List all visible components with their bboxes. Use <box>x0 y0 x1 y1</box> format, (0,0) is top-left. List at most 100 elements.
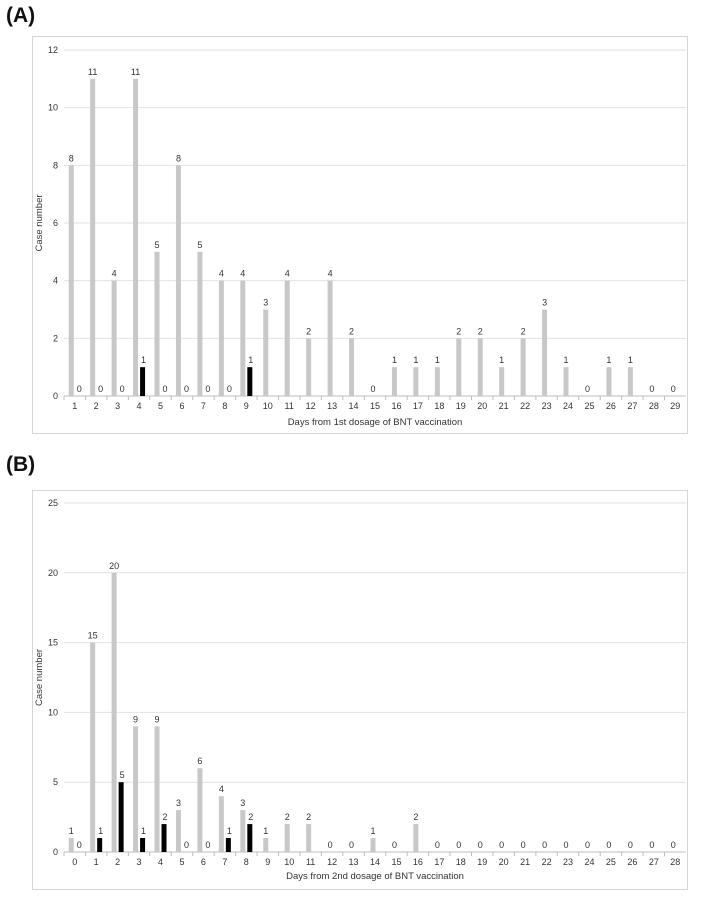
x-tick-label: 13 <box>327 401 337 411</box>
data-label-grey: 1 <box>606 355 611 365</box>
bar-grey <box>68 165 74 396</box>
x-tick-label: 1 <box>72 401 77 411</box>
bar-grey <box>434 367 440 396</box>
data-label-black: 0 <box>120 384 125 394</box>
data-label-grey: 1 <box>392 355 397 365</box>
bar-grey <box>606 367 612 396</box>
x-tick-label: 28 <box>649 401 659 411</box>
x-tick-label: 8 <box>222 401 227 411</box>
x-tick-label: 20 <box>477 401 487 411</box>
y-tick-label: 10 <box>48 103 58 113</box>
panel-b-chart <box>32 490 688 890</box>
data-label-grey: 5 <box>155 240 160 250</box>
data-label-grey: 1 <box>413 355 418 365</box>
bar-grey <box>306 338 312 396</box>
x-tick-label: 2 <box>94 401 99 411</box>
data-label-grey: 2 <box>306 326 311 336</box>
data-label-grey: 4 <box>219 269 224 279</box>
x-tick-label: 3 <box>115 401 120 411</box>
y-tick-label: 2 <box>53 333 58 343</box>
bar-grey <box>90 78 96 396</box>
bar-grey <box>197 251 203 396</box>
x-tick-label: 14 <box>349 401 359 411</box>
x-tick-label: 12 <box>306 401 316 411</box>
data-label-grey: 8 <box>69 153 74 163</box>
data-label-grey: 4 <box>112 269 117 279</box>
data-label-grey: 2 <box>456 326 461 336</box>
bar-grey <box>627 367 633 396</box>
data-label-grey: 5 <box>197 240 202 250</box>
data-label-black: 0 <box>98 384 103 394</box>
y-tick-label: 0 <box>53 391 58 401</box>
x-tick-label: 17 <box>413 401 423 411</box>
data-label-black: 0 <box>77 384 82 394</box>
data-label-black: 0 <box>163 384 168 394</box>
x-tick-label: 6 <box>179 401 184 411</box>
x-tick-label: 15 <box>370 401 380 411</box>
y-tick-label: 4 <box>53 276 58 286</box>
data-label-grey: 11 <box>131 67 140 77</box>
x-tick-label: 27 <box>627 401 637 411</box>
data-label-grey: 4 <box>328 269 333 279</box>
data-label-black: 1 <box>248 355 253 365</box>
bar-grey <box>154 251 160 396</box>
bar-grey <box>218 280 224 396</box>
data-label-grey: 2 <box>521 326 526 336</box>
x-tick-label: 23 <box>542 401 552 411</box>
data-label-grey: 1 <box>628 355 633 365</box>
data-label-grey: 0 <box>370 384 375 394</box>
data-label-grey: 0 <box>671 384 676 394</box>
bar-grey <box>240 280 246 396</box>
data-label-black: 1 <box>141 355 146 365</box>
bar-black <box>247 367 253 396</box>
bar-grey <box>133 78 139 396</box>
x-tick-label: 26 <box>606 401 616 411</box>
bar-grey <box>520 338 526 396</box>
x-tick-label: 9 <box>244 401 249 411</box>
data-label-black: 0 <box>184 384 189 394</box>
x-axis-title: Days from 1st dosage of BNT vaccination <box>288 417 463 428</box>
data-label-grey: 11 <box>88 67 97 77</box>
bar-grey <box>477 338 483 396</box>
panel-a-label: (A) <box>6 4 36 27</box>
x-tick-label: 21 <box>499 401 509 411</box>
data-label-grey: 1 <box>499 355 504 365</box>
data-label-black: 0 <box>227 384 232 394</box>
x-tick-label: 7 <box>201 401 206 411</box>
x-tick-label: 4 <box>137 401 142 411</box>
bar-grey <box>456 338 462 396</box>
data-label-grey: 1 <box>435 355 440 365</box>
x-tick-label: 18 <box>434 401 444 411</box>
x-tick-label: 5 <box>158 401 163 411</box>
bar-grey <box>349 338 355 396</box>
x-tick-label: 25 <box>584 401 594 411</box>
bar-grey <box>284 280 290 396</box>
data-label-grey: 8 <box>176 153 181 163</box>
y-tick-label: 12 <box>48 45 58 55</box>
data-label-grey: 0 <box>585 384 590 394</box>
x-tick-label: 29 <box>670 401 680 411</box>
bar-grey <box>327 280 333 396</box>
data-label-grey: 1 <box>564 355 569 365</box>
bar-black <box>140 367 146 396</box>
data-label-grey: 4 <box>240 269 245 279</box>
data-label-grey: 3 <box>263 298 268 308</box>
bar-grey <box>263 309 269 396</box>
bar-grey <box>499 367 505 396</box>
y-tick-label: 6 <box>53 218 58 228</box>
x-tick-label: 10 <box>263 401 273 411</box>
x-tick-label: 24 <box>563 401 573 411</box>
x-tick-label: 16 <box>391 401 401 411</box>
bar-grey <box>111 280 117 396</box>
data-label-grey: 4 <box>285 269 290 279</box>
bar-grey <box>391 367 397 396</box>
data-label-grey: 0 <box>649 384 654 394</box>
y-tick-label: 8 <box>53 160 58 170</box>
x-tick-label: 19 <box>456 401 466 411</box>
bar-grey <box>175 165 181 396</box>
data-label-black: 0 <box>205 384 210 394</box>
bar-grey <box>413 367 419 396</box>
panel-b-label: (B) <box>6 453 36 476</box>
y-axis-title: Case number <box>34 194 45 251</box>
